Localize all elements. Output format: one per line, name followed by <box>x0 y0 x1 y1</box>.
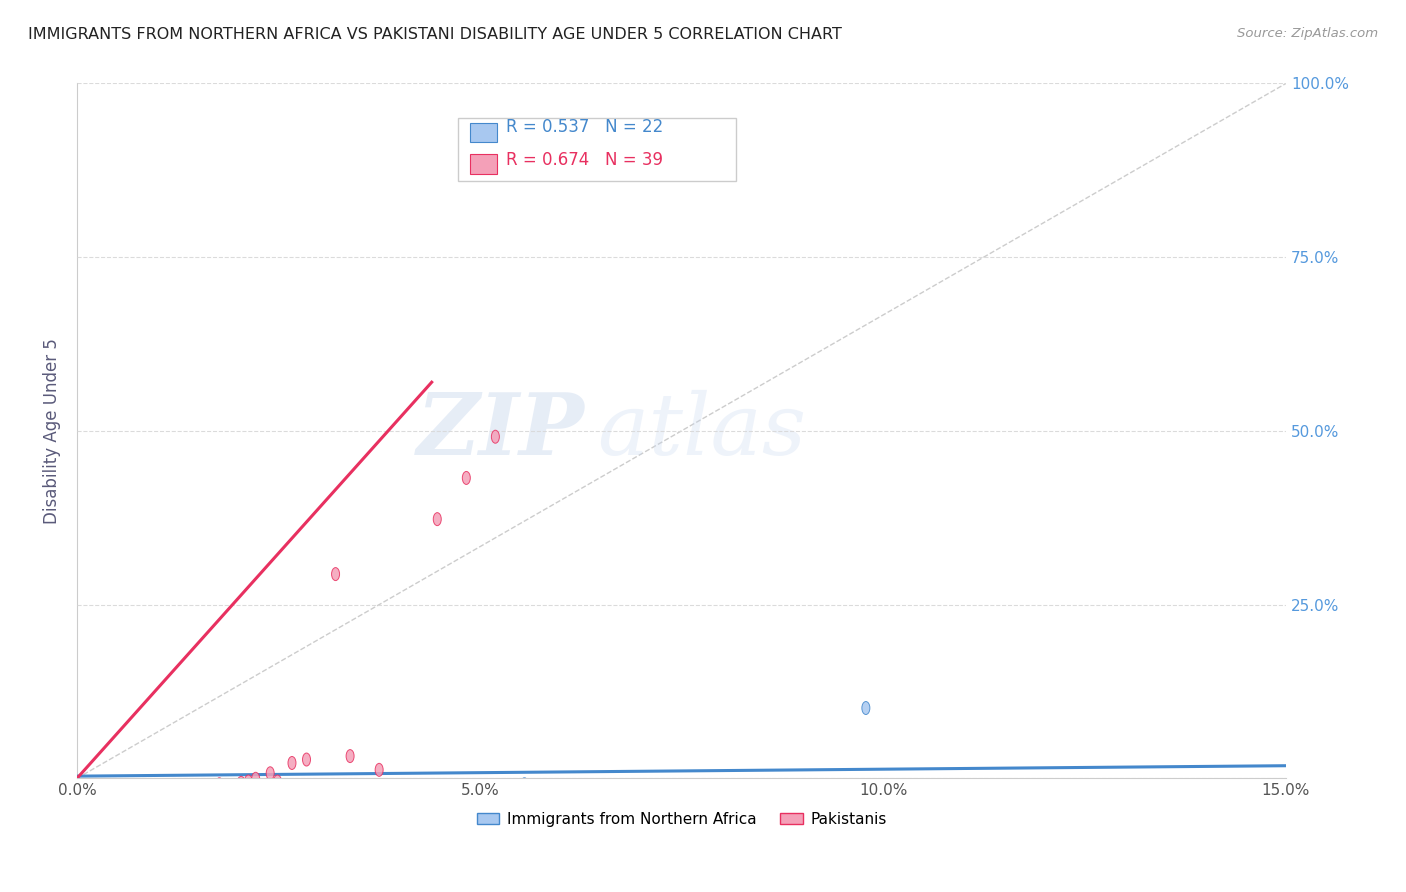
Ellipse shape <box>194 786 201 799</box>
Ellipse shape <box>215 786 224 799</box>
Ellipse shape <box>433 513 441 525</box>
Text: IMMIGRANTS FROM NORTHERN AFRICA VS PAKISTANI DISABILITY AGE UNDER 5 CORRELATION : IMMIGRANTS FROM NORTHERN AFRICA VS PAKIS… <box>28 27 842 42</box>
Text: R = 0.537   N = 22: R = 0.537 N = 22 <box>506 118 664 136</box>
Ellipse shape <box>186 786 194 799</box>
Ellipse shape <box>201 786 209 799</box>
Ellipse shape <box>194 787 201 800</box>
Ellipse shape <box>222 787 231 800</box>
Ellipse shape <box>229 784 238 797</box>
Ellipse shape <box>176 787 183 800</box>
Ellipse shape <box>273 787 281 800</box>
Ellipse shape <box>186 787 194 800</box>
Ellipse shape <box>215 778 224 791</box>
Ellipse shape <box>194 785 201 797</box>
Ellipse shape <box>186 787 194 800</box>
Ellipse shape <box>179 787 187 800</box>
Ellipse shape <box>550 787 558 800</box>
FancyBboxPatch shape <box>458 118 735 181</box>
Ellipse shape <box>245 785 253 797</box>
Bar <box>470 154 496 174</box>
Ellipse shape <box>332 567 340 581</box>
Ellipse shape <box>273 775 281 788</box>
Ellipse shape <box>252 772 260 785</box>
Ellipse shape <box>229 787 238 800</box>
Ellipse shape <box>259 782 267 795</box>
Ellipse shape <box>215 786 224 799</box>
Ellipse shape <box>194 787 201 800</box>
Ellipse shape <box>238 780 245 794</box>
Bar <box>470 123 496 143</box>
Ellipse shape <box>259 785 267 798</box>
Y-axis label: Disability Age Under 5: Disability Age Under 5 <box>44 338 60 524</box>
Ellipse shape <box>266 767 274 780</box>
Ellipse shape <box>208 786 217 799</box>
Ellipse shape <box>179 785 187 798</box>
Ellipse shape <box>201 787 209 800</box>
Ellipse shape <box>375 764 384 776</box>
Ellipse shape <box>194 785 201 798</box>
Ellipse shape <box>186 780 194 794</box>
Ellipse shape <box>186 786 194 799</box>
Text: atlas: atlas <box>598 390 806 472</box>
Ellipse shape <box>238 787 245 800</box>
Ellipse shape <box>201 779 209 792</box>
Ellipse shape <box>288 756 297 770</box>
Ellipse shape <box>208 787 217 800</box>
Ellipse shape <box>229 785 238 798</box>
Ellipse shape <box>201 786 209 799</box>
Ellipse shape <box>179 786 187 799</box>
Ellipse shape <box>491 430 499 443</box>
Ellipse shape <box>215 782 224 795</box>
Ellipse shape <box>194 786 201 799</box>
Text: R = 0.674   N = 39: R = 0.674 N = 39 <box>506 151 664 169</box>
Ellipse shape <box>208 786 217 799</box>
Text: ZIP: ZIP <box>418 389 585 473</box>
Ellipse shape <box>346 749 354 763</box>
Text: Source: ZipAtlas.com: Source: ZipAtlas.com <box>1237 27 1378 40</box>
Ellipse shape <box>179 787 187 800</box>
Ellipse shape <box>215 787 224 800</box>
Ellipse shape <box>208 787 217 800</box>
Ellipse shape <box>862 701 870 714</box>
Ellipse shape <box>302 753 311 766</box>
Ellipse shape <box>179 785 187 798</box>
Ellipse shape <box>201 787 209 800</box>
Ellipse shape <box>463 472 471 484</box>
Ellipse shape <box>222 784 231 797</box>
Ellipse shape <box>245 775 253 788</box>
Ellipse shape <box>245 780 253 794</box>
Legend: Immigrants from Northern Africa, Pakistanis: Immigrants from Northern Africa, Pakista… <box>471 805 893 833</box>
Ellipse shape <box>238 776 245 789</box>
Ellipse shape <box>520 778 529 791</box>
Ellipse shape <box>222 785 231 798</box>
Ellipse shape <box>186 785 194 798</box>
